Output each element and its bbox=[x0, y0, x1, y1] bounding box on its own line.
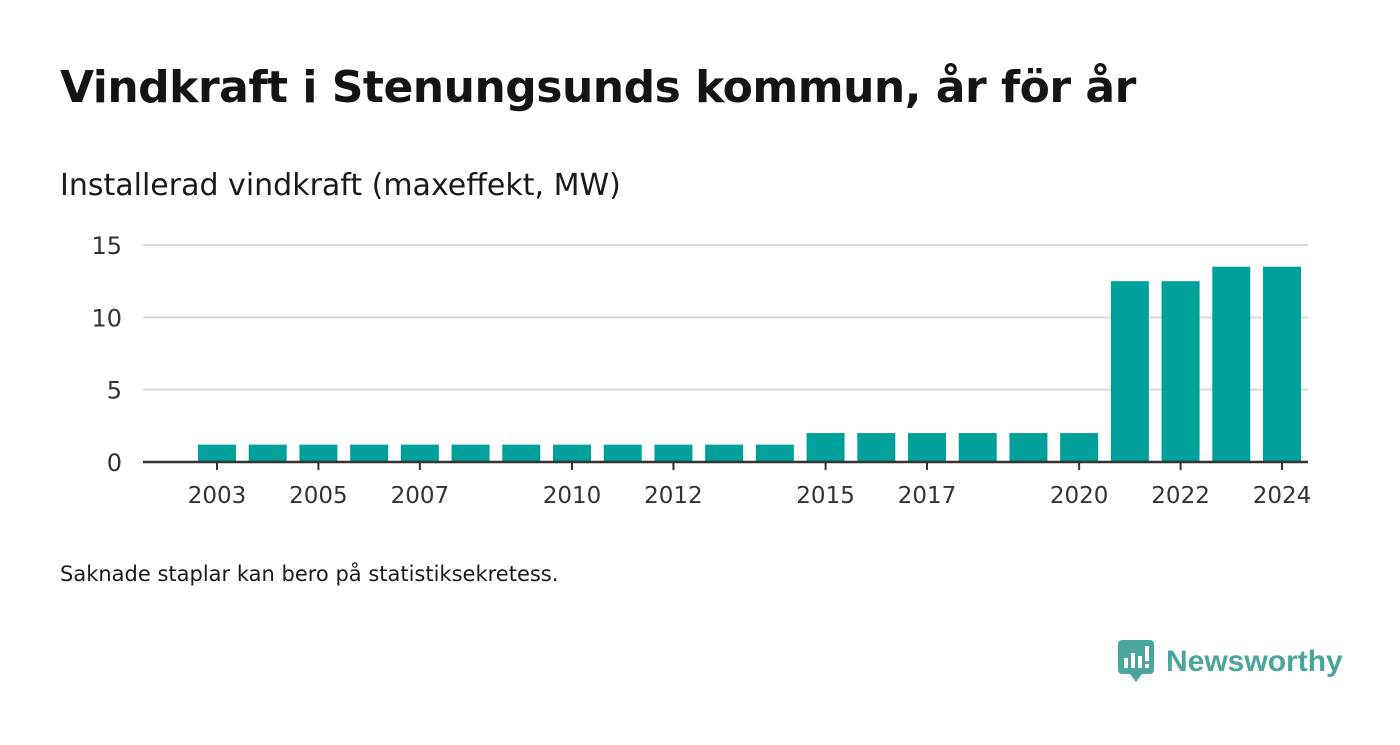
y-tick-label: 15 bbox=[91, 232, 122, 260]
bar-2008 bbox=[451, 444, 490, 462]
x-tick-label: 2015 bbox=[796, 483, 855, 509]
bar-2006 bbox=[350, 444, 389, 462]
bar-2011 bbox=[603, 444, 642, 462]
x-tick-label: 2005 bbox=[289, 483, 348, 509]
bar-2007 bbox=[400, 444, 439, 462]
bar-2015 bbox=[806, 433, 845, 462]
bar-2010 bbox=[553, 444, 591, 462]
bar-2009 bbox=[502, 444, 541, 462]
x-tick-label: 2017 bbox=[898, 483, 957, 509]
y-tick-label: 0 bbox=[107, 449, 122, 477]
x-tick-labels: 2003 2005 2007 2010 2012 2015 2017 2020 2022 2024 bbox=[188, 462, 1312, 509]
bar-2021 bbox=[1110, 281, 1149, 462]
x-tick-label: 2024 bbox=[1253, 483, 1312, 509]
brand-name: Newsworthy bbox=[1166, 645, 1343, 678]
bar-2005 bbox=[299, 444, 338, 462]
newsworthy-logo-icon bbox=[1118, 640, 1154, 682]
bar-2014 bbox=[755, 444, 794, 462]
bar-2017 bbox=[908, 433, 946, 462]
x-tick-label: 2020 bbox=[1050, 483, 1109, 509]
bar-2013 bbox=[705, 444, 744, 462]
bar-2020 bbox=[1060, 433, 1099, 462]
bar-2016 bbox=[857, 433, 896, 462]
bar-2023 bbox=[1212, 266, 1251, 462]
chart-title: Vindkraft i Stenungsunds kommun, år för … bbox=[60, 62, 1136, 113]
x-tick-label: 2003 bbox=[188, 483, 247, 509]
footnote: Saknade staplar kan bero på statistiksek… bbox=[60, 562, 559, 586]
x-tick-label: 2022 bbox=[1151, 483, 1210, 509]
bar-2018 bbox=[958, 433, 997, 462]
bar-2004 bbox=[248, 444, 287, 462]
y-tick-labels: 0 5 10 15 bbox=[91, 232, 122, 477]
x-tick-label: 2010 bbox=[543, 483, 602, 509]
brand-logo: Newsworthy bbox=[1118, 640, 1343, 684]
y-tick-label: 5 bbox=[107, 377, 122, 405]
x-tick-label: 2007 bbox=[391, 483, 450, 509]
bar-2024 bbox=[1263, 266, 1301, 462]
bar-2022 bbox=[1161, 281, 1200, 462]
x-tick-label: 2012 bbox=[644, 483, 703, 509]
bar-2012 bbox=[654, 444, 693, 462]
bar-2003 bbox=[198, 444, 236, 462]
y-axis-label: Installerad vindkraft (maxeffekt, MW) bbox=[60, 168, 621, 203]
bar-2019 bbox=[1009, 433, 1048, 462]
bars bbox=[143, 266, 1308, 464]
y-tick-label: 10 bbox=[91, 304, 122, 332]
